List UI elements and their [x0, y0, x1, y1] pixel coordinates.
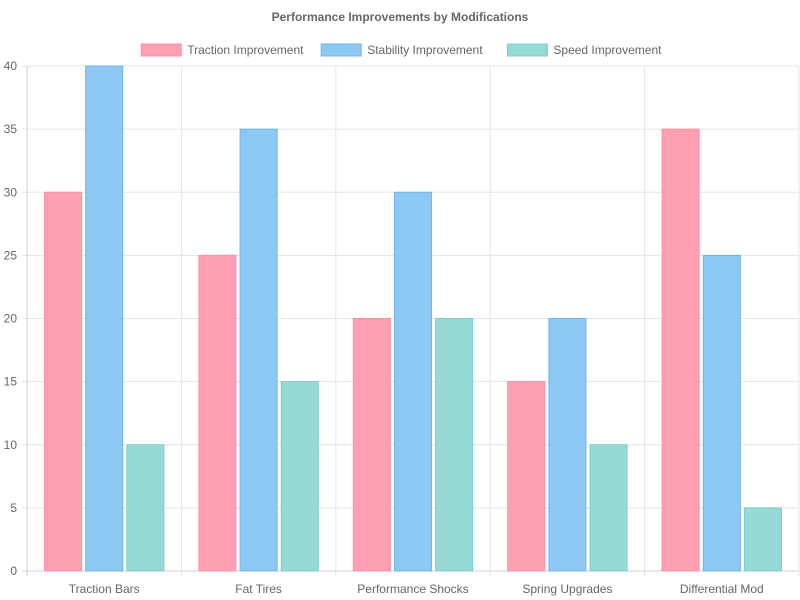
legend-label: Traction Improvement: [187, 43, 304, 57]
legend[interactable]: Traction Improvement Stability Improvemen…: [140, 43, 662, 57]
y-tick-label: 40: [4, 59, 18, 73]
legend-item[interactable]: Traction Improvement: [140, 43, 304, 57]
bar-speed-improvement: [589, 444, 628, 572]
legend-label: Stability Improvement: [367, 43, 483, 57]
chart-title: Performance Improvements by Modification…: [272, 10, 529, 24]
legend-swatch: [320, 43, 362, 57]
legend-label: Speed Improvement: [553, 43, 662, 57]
y-tick-label: 25: [4, 248, 18, 262]
y-tick-label: 0: [10, 564, 17, 578]
bar-traction-improvement: [661, 128, 700, 572]
bar-stability-improvement: [702, 254, 741, 572]
legend-swatch: [140, 43, 182, 57]
bar-stability-improvement: [393, 191, 433, 572]
y-tick-label: 35: [4, 122, 18, 136]
y-tick-label: 20: [4, 312, 18, 326]
bar-stability-improvement: [548, 318, 587, 572]
bar-traction-improvement: [507, 381, 546, 572]
bar-traction-improvement: [43, 191, 83, 572]
x-tick-label: Fat Tires: [235, 582, 282, 596]
y-tick-label: 15: [4, 375, 18, 389]
x-tick-label: Differential Mod: [680, 582, 764, 596]
x-axis: Traction Bars Fat Tires Performance Shocks…: [69, 582, 764, 596]
y-tick-label: 30: [4, 185, 18, 199]
bar-stability-improvement: [85, 65, 124, 572]
x-tick-label: Traction Bars: [69, 582, 140, 596]
bar-speed-improvement: [126, 444, 165, 572]
y-tick-label: 5: [10, 501, 17, 515]
bar-speed-improvement: [743, 507, 783, 572]
bar-speed-improvement: [280, 381, 319, 572]
y-tick-label: 10: [4, 438, 18, 452]
bar-speed-improvement: [435, 318, 474, 572]
legend-item[interactable]: Stability Improvement: [320, 43, 483, 57]
legend-swatch: [506, 43, 548, 57]
y-axis: 0 5 10 15 20 25 30 35 40: [4, 59, 18, 578]
x-tick-label: Spring Upgrades: [522, 582, 612, 596]
bar-stability-improvement: [239, 128, 278, 572]
bar-traction-improvement: [352, 318, 391, 572]
bar-traction-improvement: [198, 254, 237, 572]
legend-item[interactable]: Speed Improvement: [506, 43, 662, 57]
bars: [43, 65, 783, 572]
x-tick-label: Performance Shocks: [357, 582, 468, 596]
